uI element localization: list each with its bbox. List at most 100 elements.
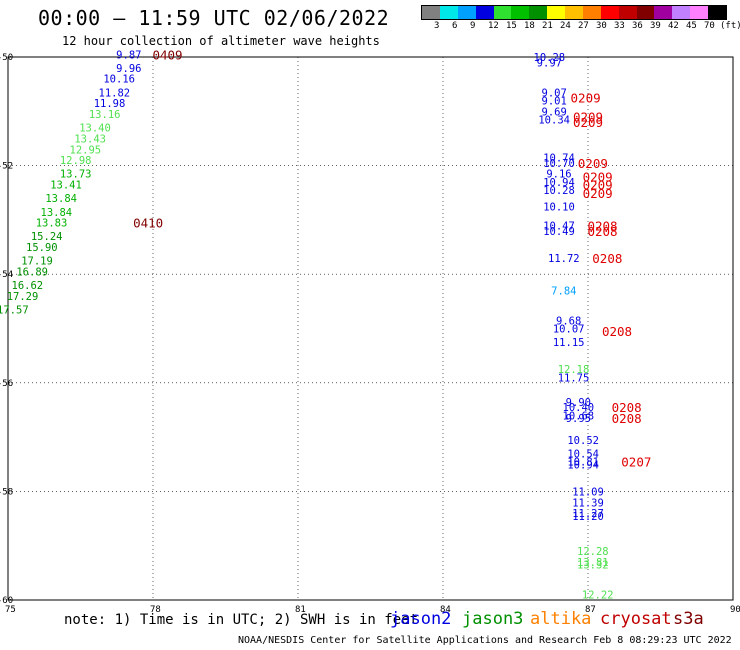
- wave-height-point: 10.16: [103, 74, 135, 86]
- y-tick-label: -50: [0, 53, 13, 63]
- wave-height-point: 13.43: [74, 133, 106, 145]
- pass-time-label: 0208: [602, 324, 632, 339]
- wave-height-point: 11.82: [99, 87, 131, 99]
- wave-height-point: 16.62: [12, 280, 44, 292]
- x-tick-label: 87: [585, 605, 596, 615]
- pass-time-label: 0409: [152, 47, 182, 62]
- wave-height-point: 12.22: [582, 590, 614, 602]
- legend-cryosat: cryosat: [600, 609, 672, 629]
- wave-height-point: 9.07: [542, 87, 567, 99]
- wave-height-point: 9.68: [556, 315, 581, 327]
- wave-height-point: 12.18: [558, 364, 590, 376]
- wave-height-point: 7.84: [551, 285, 576, 297]
- wave-height-point: 12.95: [70, 144, 102, 156]
- wave-height-point: 10.54: [567, 448, 599, 460]
- y-tick-label: -58: [0, 487, 13, 497]
- wave-height-point: 17.19: [21, 256, 53, 268]
- wave-height-point: 13.40: [79, 123, 111, 135]
- color-scale-label: 45: [686, 21, 697, 31]
- pass-time-label: 0209: [583, 178, 613, 193]
- color-swatch: [457, 6, 476, 19]
- x-tick-label: 84: [440, 605, 451, 615]
- color-scale-label: 12: [488, 21, 499, 31]
- pass-time-label: 0208: [592, 251, 622, 266]
- wave-height-point: 9.16: [546, 169, 571, 181]
- color-swatch: [582, 6, 601, 19]
- color-scale-label: 6: [452, 21, 458, 31]
- wave-height-point: 13.73: [60, 169, 92, 181]
- wave-height-point: 9.90: [566, 397, 591, 409]
- color-scale-label: 42: [668, 21, 679, 31]
- wave-height-point: 10.40: [563, 402, 595, 414]
- color-swatch: [475, 6, 494, 19]
- wave-height-point: 10.07: [553, 324, 585, 336]
- wave-height-point: 17.29: [7, 291, 39, 303]
- wave-height-point: 11.72: [548, 253, 580, 265]
- wave-height-point: 11.75: [558, 372, 590, 384]
- y-tick-label: -54: [0, 270, 13, 280]
- wave-height-point: 13.84: [41, 207, 73, 219]
- wave-height-point: 10.52: [567, 435, 599, 447]
- y-tick-label: -60: [0, 596, 13, 606]
- wave-height-point: 11.15: [553, 337, 585, 349]
- y-tick-label: -52: [0, 162, 13, 172]
- wave-height-point: 10.94: [543, 177, 575, 189]
- wave-height-point: 11.39: [572, 497, 604, 509]
- pass-time-label: 0209: [583, 169, 613, 184]
- wave-height-point: 9.69: [542, 106, 567, 118]
- chart-subtitle: 12 hour collection of altimeter wave hei…: [62, 34, 380, 48]
- wave-height-point: 13.81: [577, 557, 609, 569]
- wave-height-point: 10.49: [543, 226, 575, 238]
- wave-height-point: 15.90: [26, 242, 58, 254]
- wave-height-point: 11.27: [572, 508, 604, 520]
- plot-frame: [7, 56, 734, 601]
- wave-height-point: 13.41: [50, 180, 82, 192]
- wave-height-point: 10.10: [543, 201, 575, 213]
- wave-height-point: 10.28: [543, 185, 575, 197]
- color-scale-label: 15: [506, 21, 517, 31]
- legend-jason3: jason3: [462, 609, 524, 629]
- note-text: note: 1) Time is in UTC; 2) SWH is in fe…: [64, 612, 419, 628]
- color-swatch: [422, 6, 440, 19]
- wave-height-point: 10.34: [538, 114, 570, 126]
- footer-credit: NOAA/NESDIS Center for Satellite Applica…: [238, 635, 732, 646]
- wave-height-point: 13.32: [577, 560, 609, 572]
- color-swatch: [600, 6, 619, 19]
- wave-height-point: 13.84: [45, 193, 77, 205]
- x-tick-label: 81: [295, 605, 306, 615]
- pass-time-label: 0209: [578, 156, 608, 171]
- color-swatch: [654, 6, 673, 19]
- wave-height-point: 17.57: [0, 304, 29, 316]
- color-scale-label: 30: [596, 21, 607, 31]
- color-scale-label: 33: [614, 21, 625, 31]
- color-scale-label: (ft): [720, 21, 740, 31]
- color-scale-bar: [421, 5, 727, 20]
- x-tick-label: 75: [5, 605, 16, 615]
- pass-time-label: 0208: [587, 224, 617, 239]
- color-scale-labels: 3 6 9 12 15 18 21 24 27 30 33 36 39 42 45 70 (ft): [421, 21, 740, 33]
- wave-height-point: 12.98: [60, 155, 92, 167]
- wave-height-point: 9.97: [537, 57, 562, 69]
- wave-height-point: 9.96: [116, 63, 141, 75]
- wave-height-point: 9.87: [116, 49, 141, 61]
- wave-height-point: 11.09: [572, 486, 604, 498]
- pass-time-label: 0209: [571, 91, 601, 106]
- x-tick-label: 90: [730, 605, 740, 615]
- color-scale-label: 18: [524, 21, 535, 31]
- chart-title: 00:00 – 11:59 UTC 02/06/2022: [38, 6, 390, 30]
- pass-time-label: 0208: [612, 411, 642, 426]
- pass-time-label: 0208: [612, 400, 642, 415]
- wave-height-point: 13.83: [36, 218, 68, 230]
- wave-height-point: 10.47: [543, 220, 575, 232]
- color-swatch: [511, 6, 530, 19]
- wave-height-point: 10.94: [567, 459, 599, 471]
- pass-time-label: 0208: [587, 218, 617, 233]
- color-scale-label: 39: [650, 21, 661, 31]
- color-swatch: [672, 6, 691, 19]
- color-scale-label: 36: [632, 21, 643, 31]
- legend-altika: altika: [530, 609, 592, 629]
- pass-time-label: 0209: [583, 186, 613, 201]
- wave-height-point: 9.95: [566, 413, 591, 425]
- wave-height-point: 11.20: [572, 511, 604, 523]
